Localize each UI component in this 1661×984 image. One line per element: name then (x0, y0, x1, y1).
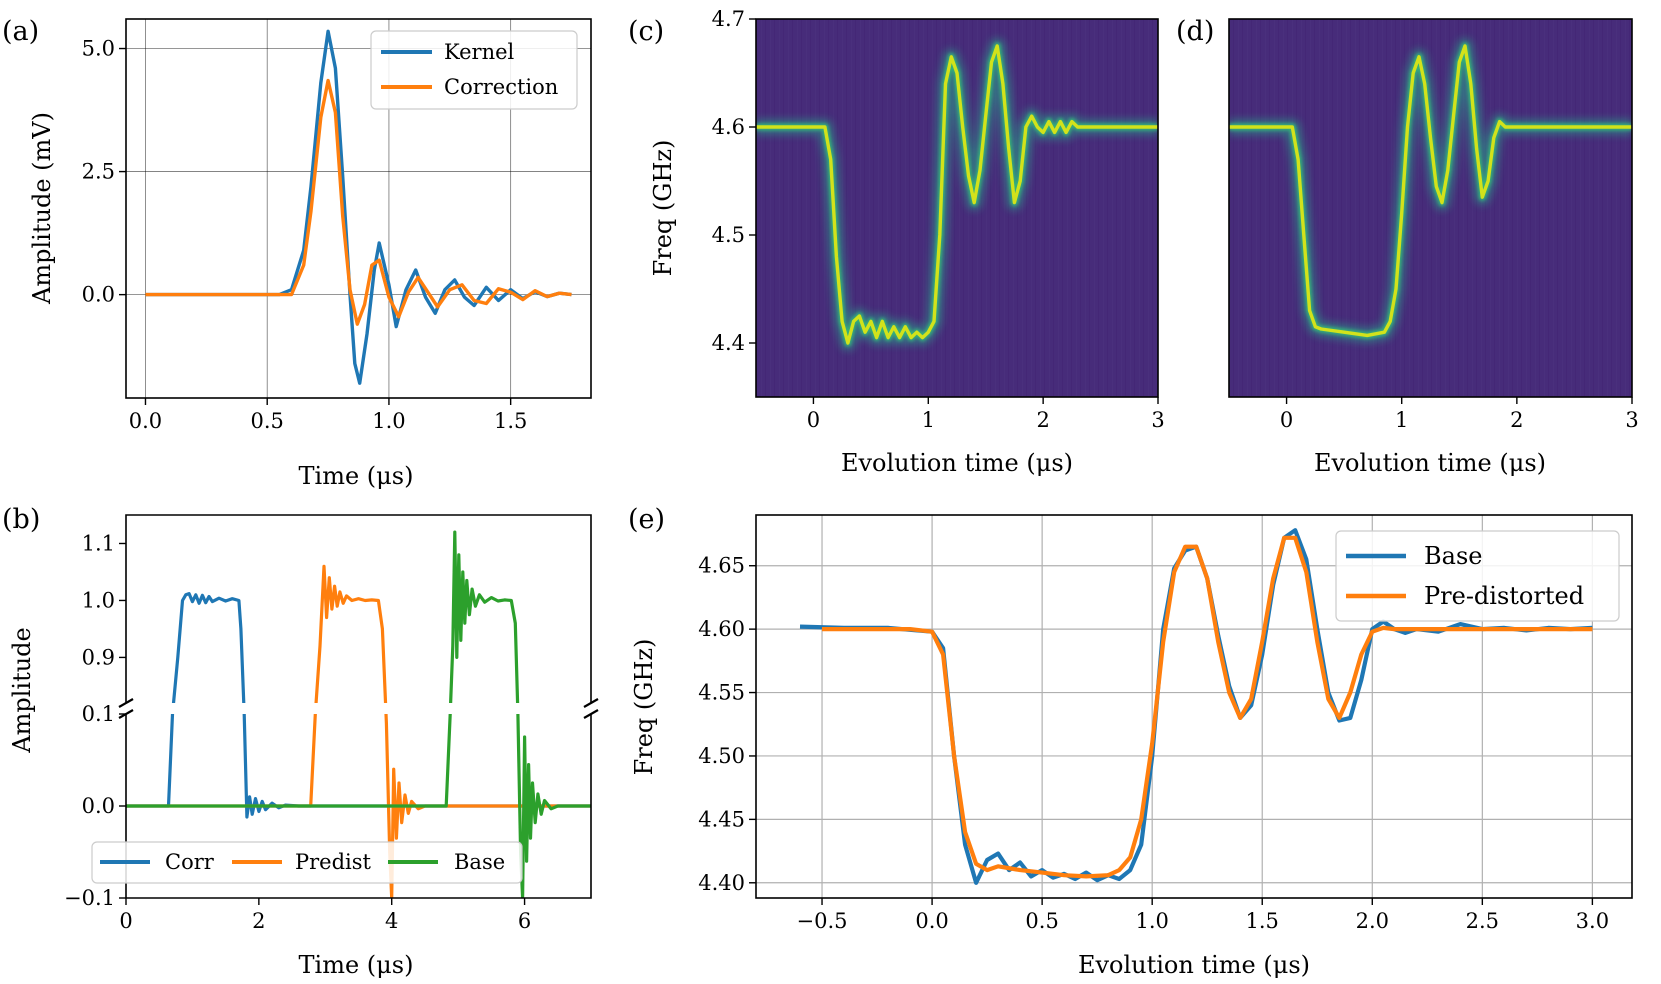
panel-c-xtick-label: 2 (1036, 408, 1049, 432)
panel-b-series-corr-lower (126, 714, 591, 819)
legend-label-predistorted-e: Pre-distorted (1424, 582, 1584, 610)
panel-b: (b) 0 2 4 6 0.9 1.0 1.1 −0.1 0.0 0.1 Time (μs) Am… (2, 504, 599, 979)
panel-e-ylabel: Freq (GHz) (630, 639, 658, 776)
panel-b-xlabel: Time (μs) (299, 951, 414, 979)
panel-c-ridge-peak (756, 44, 1158, 345)
panel-e-ytick-label: 4.55 (698, 681, 745, 705)
panel-e: (e) −0.5 0.0 0.5 1.0 1.5 2.0 2.5 3.0 4.40 4.45 4.5… (628, 504, 1633, 979)
panel-b-xtick-label: 0 (119, 909, 132, 933)
panel-c-ytick-label: 4.4 (712, 331, 745, 355)
panel-e-xtick-label: 0.5 (1025, 909, 1058, 933)
panel-b-lower-ytick-label: −0.1 (64, 886, 115, 910)
panel-e-xtick-label: 1.0 (1135, 909, 1168, 933)
panel-a-xtick-label: 1.5 (494, 409, 527, 433)
panel-b-legend: Corr Predist Base (91, 841, 523, 884)
axis-break-marks (118, 698, 599, 719)
panel-a-xtick-label: 0.0 (129, 409, 162, 433)
panel-b-lower-ytick-label: 0.0 (82, 794, 115, 818)
panel-b-ylabel: Amplitude (8, 627, 36, 753)
panel-e-ytick-label: 4.50 (698, 744, 745, 768)
panel-d: (d) 0 1 2 3 Evolution time (μs) (1176, 16, 1639, 477)
panel-d-ridge-peak (1229, 44, 1632, 338)
panel-a-legend: Kernel Correction (370, 30, 578, 110)
panel-e-xtick-label: 1.5 (1246, 909, 1279, 933)
panel-d-xtick-label: 1 (1395, 408, 1408, 432)
panel-d-frame (1228, 18, 1633, 398)
panel-a-label: (a) (2, 16, 39, 47)
panel-e-ytick-label: 4.45 (698, 807, 745, 831)
panel-c-xtick-label: 3 (1151, 408, 1164, 432)
panel-d-xtick-label: 0 (1280, 408, 1293, 432)
legend-label-predist: Predist (295, 850, 372, 874)
panel-c-xtick-label: 1 (922, 408, 935, 432)
panel-b-lower-ytick-label: 0.1 (82, 702, 115, 726)
panel-b-series-base-upper (449, 530, 520, 703)
panel-c-frame (755, 18, 1159, 398)
panel-a-xlabel: Time (μs) (299, 462, 414, 490)
panel-c-xlabel: Evolution time (μs) (841, 449, 1073, 477)
panel-c-label: (c) (628, 16, 664, 47)
panel-c-ytick-label: 4.6 (712, 115, 745, 139)
legend-label-correction: Correction (444, 75, 558, 99)
panel-a-series-kernel (145, 29, 572, 385)
panel-e-ytick-label: 4.65 (698, 554, 745, 578)
panel-e-frame (755, 514, 1633, 899)
panel-d-label: (d) (1176, 16, 1214, 47)
panel-e-ytick-label: 4.60 (698, 617, 745, 641)
panel-a-xtick-label: 0.5 (251, 409, 284, 433)
legend-label-base: Base (454, 850, 505, 874)
panel-b-series-predist-upper (314, 564, 388, 703)
panel-b-label: (b) (2, 504, 40, 535)
panel-e-xtick-label: 2.0 (1356, 909, 1389, 933)
panel-e-xtick-label: 0.0 (915, 909, 948, 933)
panel-b-xtick-label: 4 (385, 909, 398, 933)
panel-c-ytick-label: 4.5 (712, 223, 745, 247)
panel-e-xlabel: Evolution time (μs) (1078, 951, 1310, 979)
panel-e-xtick-label: 2.5 (1466, 909, 1499, 933)
panel-b-upper-ytick-label: 1.1 (82, 531, 115, 555)
panel-e-xtick-label: 3.0 (1576, 909, 1609, 933)
panel-b-upper-frame (125, 514, 592, 703)
panel-a-ylabel: Amplitude (mV) (28, 112, 56, 305)
panel-b-series-base-lower (126, 714, 591, 898)
panel-a-ytick-label: 5.0 (82, 37, 115, 61)
legend-label-kernel: Kernel (444, 40, 515, 64)
panel-c: (c) 0 1 2 3 4.4 4.5 4.6 4.7 Evolution time (μs)… (628, 7, 1165, 477)
legend-label-corr: Corr (165, 850, 215, 874)
panel-d-xlabel: Evolution time (μs) (1314, 449, 1546, 477)
panel-e-ytick-label: 4.40 (698, 871, 745, 895)
panel-a-xtick-label: 1.0 (372, 409, 405, 433)
panel-b-xtick-label: 2 (252, 909, 265, 933)
panel-e-series-pre-distorted (822, 535, 1593, 879)
panel-a-ytick-label: 2.5 (82, 160, 115, 184)
panel-b-xtick-label: 6 (518, 909, 531, 933)
panel-d-xtick-label: 2 (1510, 408, 1523, 432)
legend-label-base-e: Base (1424, 542, 1482, 570)
panel-b-upper-ytick-label: 0.9 (82, 645, 115, 669)
panel-c-ytick-label: 4.7 (712, 7, 745, 31)
panel-c-xtick-label: 0 (807, 408, 820, 432)
panel-a-ytick-label: 0.0 (82, 283, 115, 307)
panel-a: (a) 0.0 0.5 1.0 1.5 0.0 2.5 5.0 Time (μs) Ampl… (2, 16, 592, 490)
panel-e-legend: Base Pre-distorted (1335, 530, 1620, 622)
panel-a-frame (125, 18, 592, 399)
panel-b-series-corr-upper (171, 592, 246, 703)
panel-a-series-correction (145, 78, 572, 326)
panel-e-xtick-label: −0.5 (797, 909, 848, 933)
panel-e-label: (e) (628, 504, 665, 535)
panel-d-xtick-label: 3 (1625, 408, 1638, 432)
panel-b-upper-ytick-label: 1.0 (82, 588, 115, 612)
panel-c-ylabel: Freq (GHz) (649, 140, 677, 277)
